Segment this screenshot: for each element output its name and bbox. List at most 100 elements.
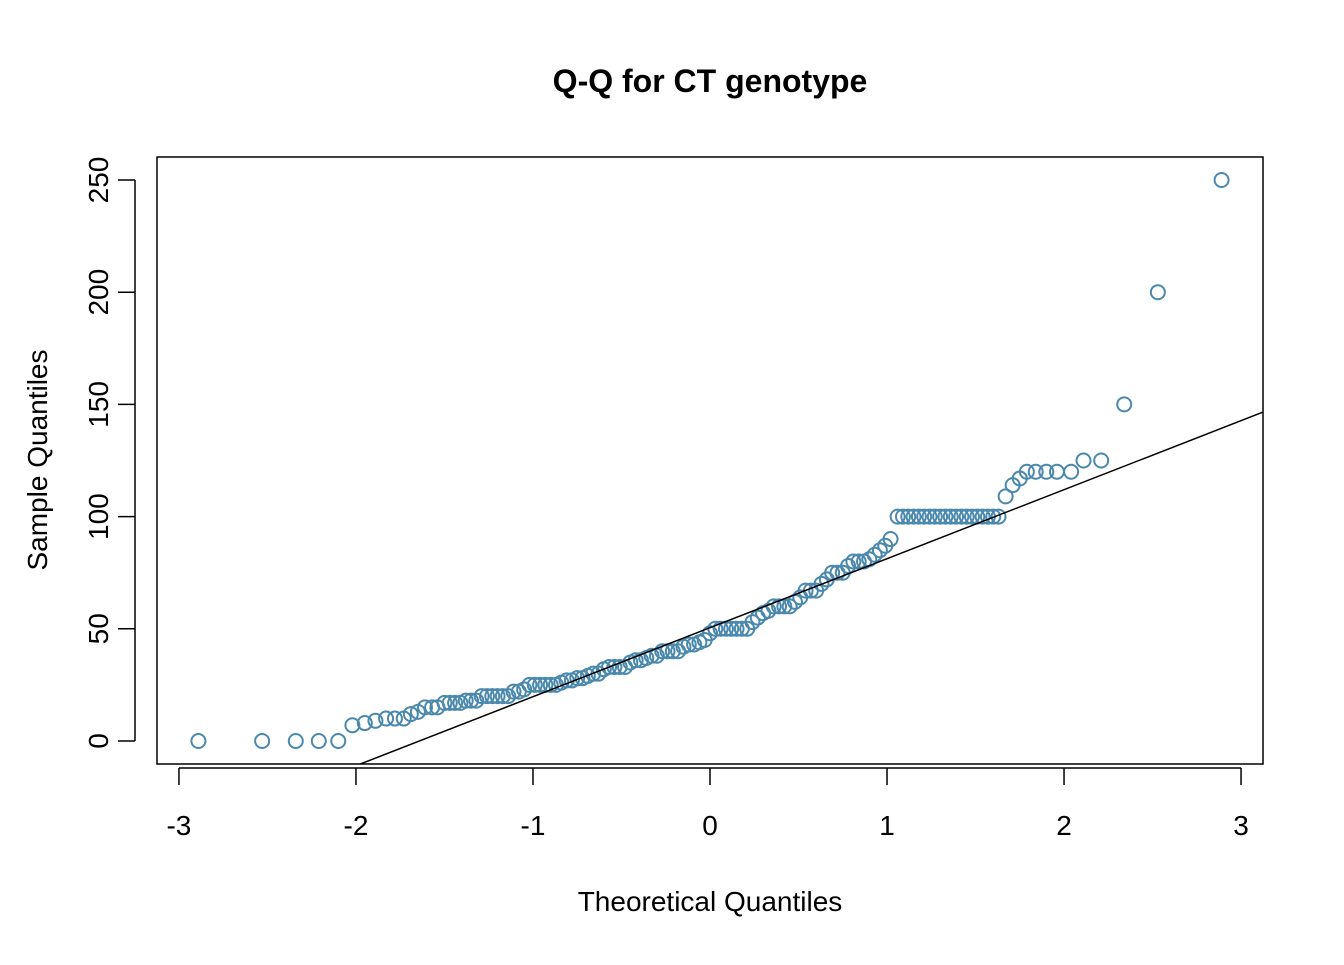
point (532, 676, 549, 693)
point (845, 553, 862, 570)
point (1116, 396, 1133, 413)
x-tick-label: 0 (702, 810, 718, 841)
point (654, 643, 671, 660)
point (985, 508, 1002, 525)
point (254, 732, 271, 749)
point (963, 508, 980, 525)
point (781, 598, 798, 615)
y-tick-label: 150 (83, 381, 114, 428)
point (569, 670, 586, 687)
point (417, 699, 434, 716)
point (744, 614, 761, 631)
point (680, 636, 697, 653)
point (871, 542, 888, 559)
point (974, 508, 991, 525)
point (997, 488, 1014, 505)
point (436, 694, 453, 711)
point (484, 688, 501, 705)
point (287, 732, 304, 749)
point (771, 598, 788, 615)
point (457, 692, 474, 709)
point (447, 694, 464, 711)
point (378, 710, 395, 727)
point (500, 688, 517, 705)
x-tick-label: -3 (166, 810, 191, 841)
point (910, 508, 927, 525)
point (926, 508, 943, 525)
point (627, 652, 644, 669)
point (367, 712, 384, 729)
x-tick-label: -1 (521, 810, 546, 841)
point (526, 676, 543, 693)
y-tick-label: 250 (83, 157, 114, 204)
point (468, 692, 485, 709)
point (813, 575, 830, 592)
chart-title: Q-Q for CT genotype (553, 63, 868, 99)
point (1149, 284, 1166, 301)
point (1018, 463, 1035, 480)
point (889, 508, 906, 525)
point (441, 694, 458, 711)
point (900, 508, 917, 525)
point (516, 681, 533, 698)
x-tick-label: -2 (344, 810, 369, 841)
point (478, 688, 495, 705)
point (664, 643, 681, 660)
point (542, 676, 559, 693)
point (1048, 463, 1065, 480)
y-tick-label: 200 (83, 269, 114, 316)
point (921, 508, 938, 525)
point (850, 553, 867, 570)
x-tick-label: 3 (1233, 810, 1249, 841)
y-tick-label: 50 (83, 613, 114, 644)
point (190, 732, 207, 749)
point (953, 508, 970, 525)
point (882, 531, 899, 548)
point (330, 732, 347, 749)
point (1213, 172, 1230, 189)
point (797, 582, 814, 599)
point (463, 692, 480, 709)
point (958, 508, 975, 525)
point (932, 508, 949, 525)
point (386, 710, 403, 727)
point (356, 715, 373, 732)
point (942, 508, 959, 525)
y-tick-label: 0 (83, 733, 114, 749)
plot-frame (156, 156, 1264, 765)
point (840, 557, 857, 574)
point (948, 508, 965, 525)
point (310, 732, 327, 749)
x-tick-label: 2 (1056, 810, 1072, 841)
point (916, 508, 933, 525)
reference-line (358, 411, 1263, 764)
point (723, 620, 740, 637)
point (1093, 452, 1110, 469)
point (521, 676, 538, 693)
point (402, 706, 419, 723)
point (611, 658, 628, 675)
point (1063, 463, 1080, 480)
point (1038, 463, 1055, 480)
point (505, 683, 522, 700)
point (473, 688, 490, 705)
y-tick-label: 100 (83, 493, 114, 540)
point (937, 508, 954, 525)
point (990, 508, 1007, 525)
point (344, 717, 361, 734)
point (712, 620, 729, 637)
point (894, 508, 911, 525)
point (702, 625, 718, 642)
point (489, 688, 506, 705)
point (728, 620, 745, 637)
point (905, 508, 922, 525)
point (494, 688, 511, 705)
x-axis-title: Theoretical Quantiles (578, 886, 843, 917)
x-tick-label: 1 (879, 810, 895, 841)
point (601, 658, 618, 675)
point (643, 647, 660, 664)
point (866, 546, 883, 563)
point (760, 602, 777, 619)
y-axis-title: Sample Quantiles (22, 349, 53, 570)
